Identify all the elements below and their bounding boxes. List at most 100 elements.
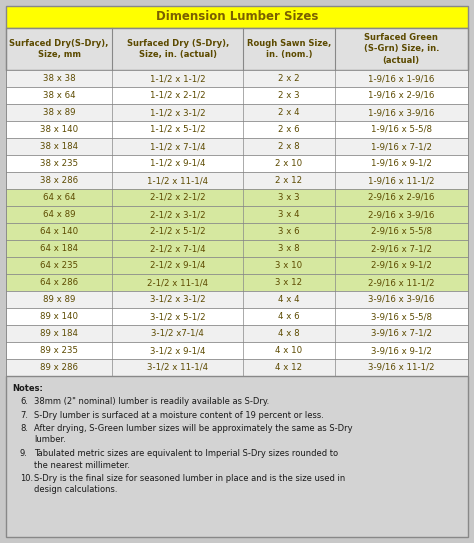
Text: 4 x 8: 4 x 8: [278, 329, 300, 338]
Text: 3 x 8: 3 x 8: [278, 244, 300, 253]
Text: 3-1/2 x 9-1/4: 3-1/2 x 9-1/4: [150, 346, 205, 355]
Bar: [6, 206, 468, 223]
Text: 1-1/2 x 5-1/2: 1-1/2 x 5-1/2: [150, 125, 206, 134]
Text: 38 x 140: 38 x 140: [40, 125, 78, 134]
Text: 38 x 64: 38 x 64: [43, 91, 75, 100]
Bar: [6, 257, 468, 274]
Text: 3-9/16 x 5-5/8: 3-9/16 x 5-5/8: [371, 312, 432, 321]
Text: 2-1/2 x 2-1/2: 2-1/2 x 2-1/2: [150, 193, 206, 202]
Text: 3-1/2 x 5-1/2: 3-1/2 x 5-1/2: [150, 312, 206, 321]
Bar: [6, 6, 468, 28]
Bar: [6, 87, 468, 104]
Text: 4 x 4: 4 x 4: [278, 295, 300, 304]
Bar: [6, 325, 468, 342]
Text: 89 x 140: 89 x 140: [40, 312, 78, 321]
Bar: [6, 121, 468, 138]
Text: 64 x 89: 64 x 89: [43, 210, 75, 219]
Bar: [6, 104, 468, 121]
Text: 2 x 12: 2 x 12: [275, 176, 302, 185]
Bar: [6, 28, 468, 70]
Text: 2-9/16 x 3-9/16: 2-9/16 x 3-9/16: [368, 210, 435, 219]
Text: 3-1/2 x7-1/4: 3-1/2 x7-1/4: [151, 329, 204, 338]
Text: 2-9/16 x 7-1/2: 2-9/16 x 7-1/2: [371, 244, 432, 253]
Text: 3 x 6: 3 x 6: [278, 227, 300, 236]
Text: 2 x 8: 2 x 8: [278, 142, 300, 151]
Text: 3 x 4: 3 x 4: [278, 210, 300, 219]
Text: 9.: 9.: [20, 449, 28, 458]
Bar: [6, 172, 468, 189]
Bar: [6, 359, 468, 376]
Text: 1-1/2 x 7-1/4: 1-1/2 x 7-1/4: [150, 142, 206, 151]
Text: 38mm (2" nominal) lumber is readily available as S-Dry.: 38mm (2" nominal) lumber is readily avai…: [34, 397, 269, 406]
Text: 3-9/16 x 3-9/16: 3-9/16 x 3-9/16: [368, 295, 435, 304]
Text: 89 x 235: 89 x 235: [40, 346, 78, 355]
Text: 1-9/16 x 3-9/16: 1-9/16 x 3-9/16: [368, 108, 435, 117]
Bar: [6, 308, 468, 325]
Text: 1-1/2 x 9-1/4: 1-1/2 x 9-1/4: [150, 159, 205, 168]
Text: 3 x 10: 3 x 10: [275, 261, 302, 270]
Text: 3-9/16 x 7-1/2: 3-9/16 x 7-1/2: [371, 329, 432, 338]
Text: S-Dry lumber is surfaced at a moisture content of 19 percent or less.: S-Dry lumber is surfaced at a moisture c…: [34, 411, 324, 420]
Text: 4 x 6: 4 x 6: [278, 312, 300, 321]
Bar: [6, 155, 468, 172]
Text: 6.: 6.: [20, 397, 28, 406]
Text: 1-9/16 x 7-1/2: 1-9/16 x 7-1/2: [371, 142, 432, 151]
Text: 2-9/16 x 5-5/8: 2-9/16 x 5-5/8: [371, 227, 432, 236]
Text: S-Dry is the final size for seasoned lumber in place and is the size used in: S-Dry is the final size for seasoned lum…: [34, 474, 345, 483]
Text: 1-1/2 x 2-1/2: 1-1/2 x 2-1/2: [150, 91, 206, 100]
Bar: [6, 189, 468, 206]
Text: 64 x 64: 64 x 64: [43, 193, 75, 202]
Text: Surfaced Dry (S-Dry),
Size, in. (actual): Surfaced Dry (S-Dry), Size, in. (actual): [127, 39, 229, 59]
Bar: [6, 274, 468, 291]
Text: Surfaced Green
(S-Grn) Size, in.
(actual): Surfaced Green (S-Grn) Size, in. (actual…: [364, 34, 439, 65]
Text: 1-1/2 x 11-1/4: 1-1/2 x 11-1/4: [147, 176, 208, 185]
Text: 64 x 286: 64 x 286: [40, 278, 78, 287]
Text: 2-1/2 x 9-1/4: 2-1/2 x 9-1/4: [150, 261, 205, 270]
Text: 38 x 235: 38 x 235: [40, 159, 78, 168]
Text: After drying, S-Green lumber sizes will be approximately the same as S-Dry: After drying, S-Green lumber sizes will …: [34, 424, 353, 433]
Text: 89 x 184: 89 x 184: [40, 329, 78, 338]
Bar: [6, 291, 468, 308]
Text: 10.: 10.: [20, 474, 33, 483]
Text: 1-9/16 x 1-9/16: 1-9/16 x 1-9/16: [368, 74, 435, 83]
Text: 2-1/2 x 5-1/2: 2-1/2 x 5-1/2: [150, 227, 206, 236]
Text: 2-1/2 x 3-1/2: 2-1/2 x 3-1/2: [150, 210, 206, 219]
Text: 2 x 10: 2 x 10: [275, 159, 302, 168]
Text: 2 x 6: 2 x 6: [278, 125, 300, 134]
Text: lumber.: lumber.: [34, 435, 66, 445]
Bar: [6, 376, 468, 537]
Text: 1-9/16 x 9-1/2: 1-9/16 x 9-1/2: [371, 159, 432, 168]
Text: 38 x 286: 38 x 286: [40, 176, 78, 185]
Text: 1-9/16 x 2-9/16: 1-9/16 x 2-9/16: [368, 91, 435, 100]
Text: 2-1/2 x 11-1/4: 2-1/2 x 11-1/4: [147, 278, 208, 287]
Text: 2-9/16 x 9-1/2: 2-9/16 x 9-1/2: [371, 261, 432, 270]
Text: 1-9/16 x 5-5/8: 1-9/16 x 5-5/8: [371, 125, 432, 134]
Text: 3 x 3: 3 x 3: [278, 193, 300, 202]
Bar: [6, 70, 468, 87]
Text: Notes:: Notes:: [12, 384, 43, 393]
Text: 38 x 38: 38 x 38: [43, 74, 75, 83]
Bar: [6, 138, 468, 155]
Text: 2 x 3: 2 x 3: [278, 91, 300, 100]
Text: the nearest millimeter.: the nearest millimeter.: [34, 460, 130, 470]
Text: 64 x 184: 64 x 184: [40, 244, 78, 253]
Text: Dimension Lumber Sizes: Dimension Lumber Sizes: [156, 10, 318, 23]
Text: 3-9/16 x 11-1/2: 3-9/16 x 11-1/2: [368, 363, 435, 372]
Text: Rough Sawn Size,
in. (nom.): Rough Sawn Size, in. (nom.): [247, 39, 331, 59]
Bar: [6, 223, 468, 240]
Text: 8.: 8.: [20, 424, 28, 433]
Text: 2-9/16 x 2-9/16: 2-9/16 x 2-9/16: [368, 193, 435, 202]
Text: 2 x 2: 2 x 2: [278, 74, 300, 83]
Text: 2-1/2 x 7-1/4: 2-1/2 x 7-1/4: [150, 244, 206, 253]
Text: 64 x 140: 64 x 140: [40, 227, 78, 236]
Text: 4 x 12: 4 x 12: [275, 363, 302, 372]
Text: 2-9/16 x 11-1/2: 2-9/16 x 11-1/2: [368, 278, 435, 287]
Text: design calculations.: design calculations.: [34, 485, 118, 495]
Text: 89 x 286: 89 x 286: [40, 363, 78, 372]
Text: 7.: 7.: [20, 411, 28, 420]
Text: Surfaced Dry(S-Dry),
Size, mm: Surfaced Dry(S-Dry), Size, mm: [9, 39, 109, 59]
Bar: [6, 240, 468, 257]
Text: 3-1/2 x 11-1/4: 3-1/2 x 11-1/4: [147, 363, 208, 372]
Text: 3-9/16 x 9-1/2: 3-9/16 x 9-1/2: [371, 346, 432, 355]
Text: 4 x 10: 4 x 10: [275, 346, 302, 355]
